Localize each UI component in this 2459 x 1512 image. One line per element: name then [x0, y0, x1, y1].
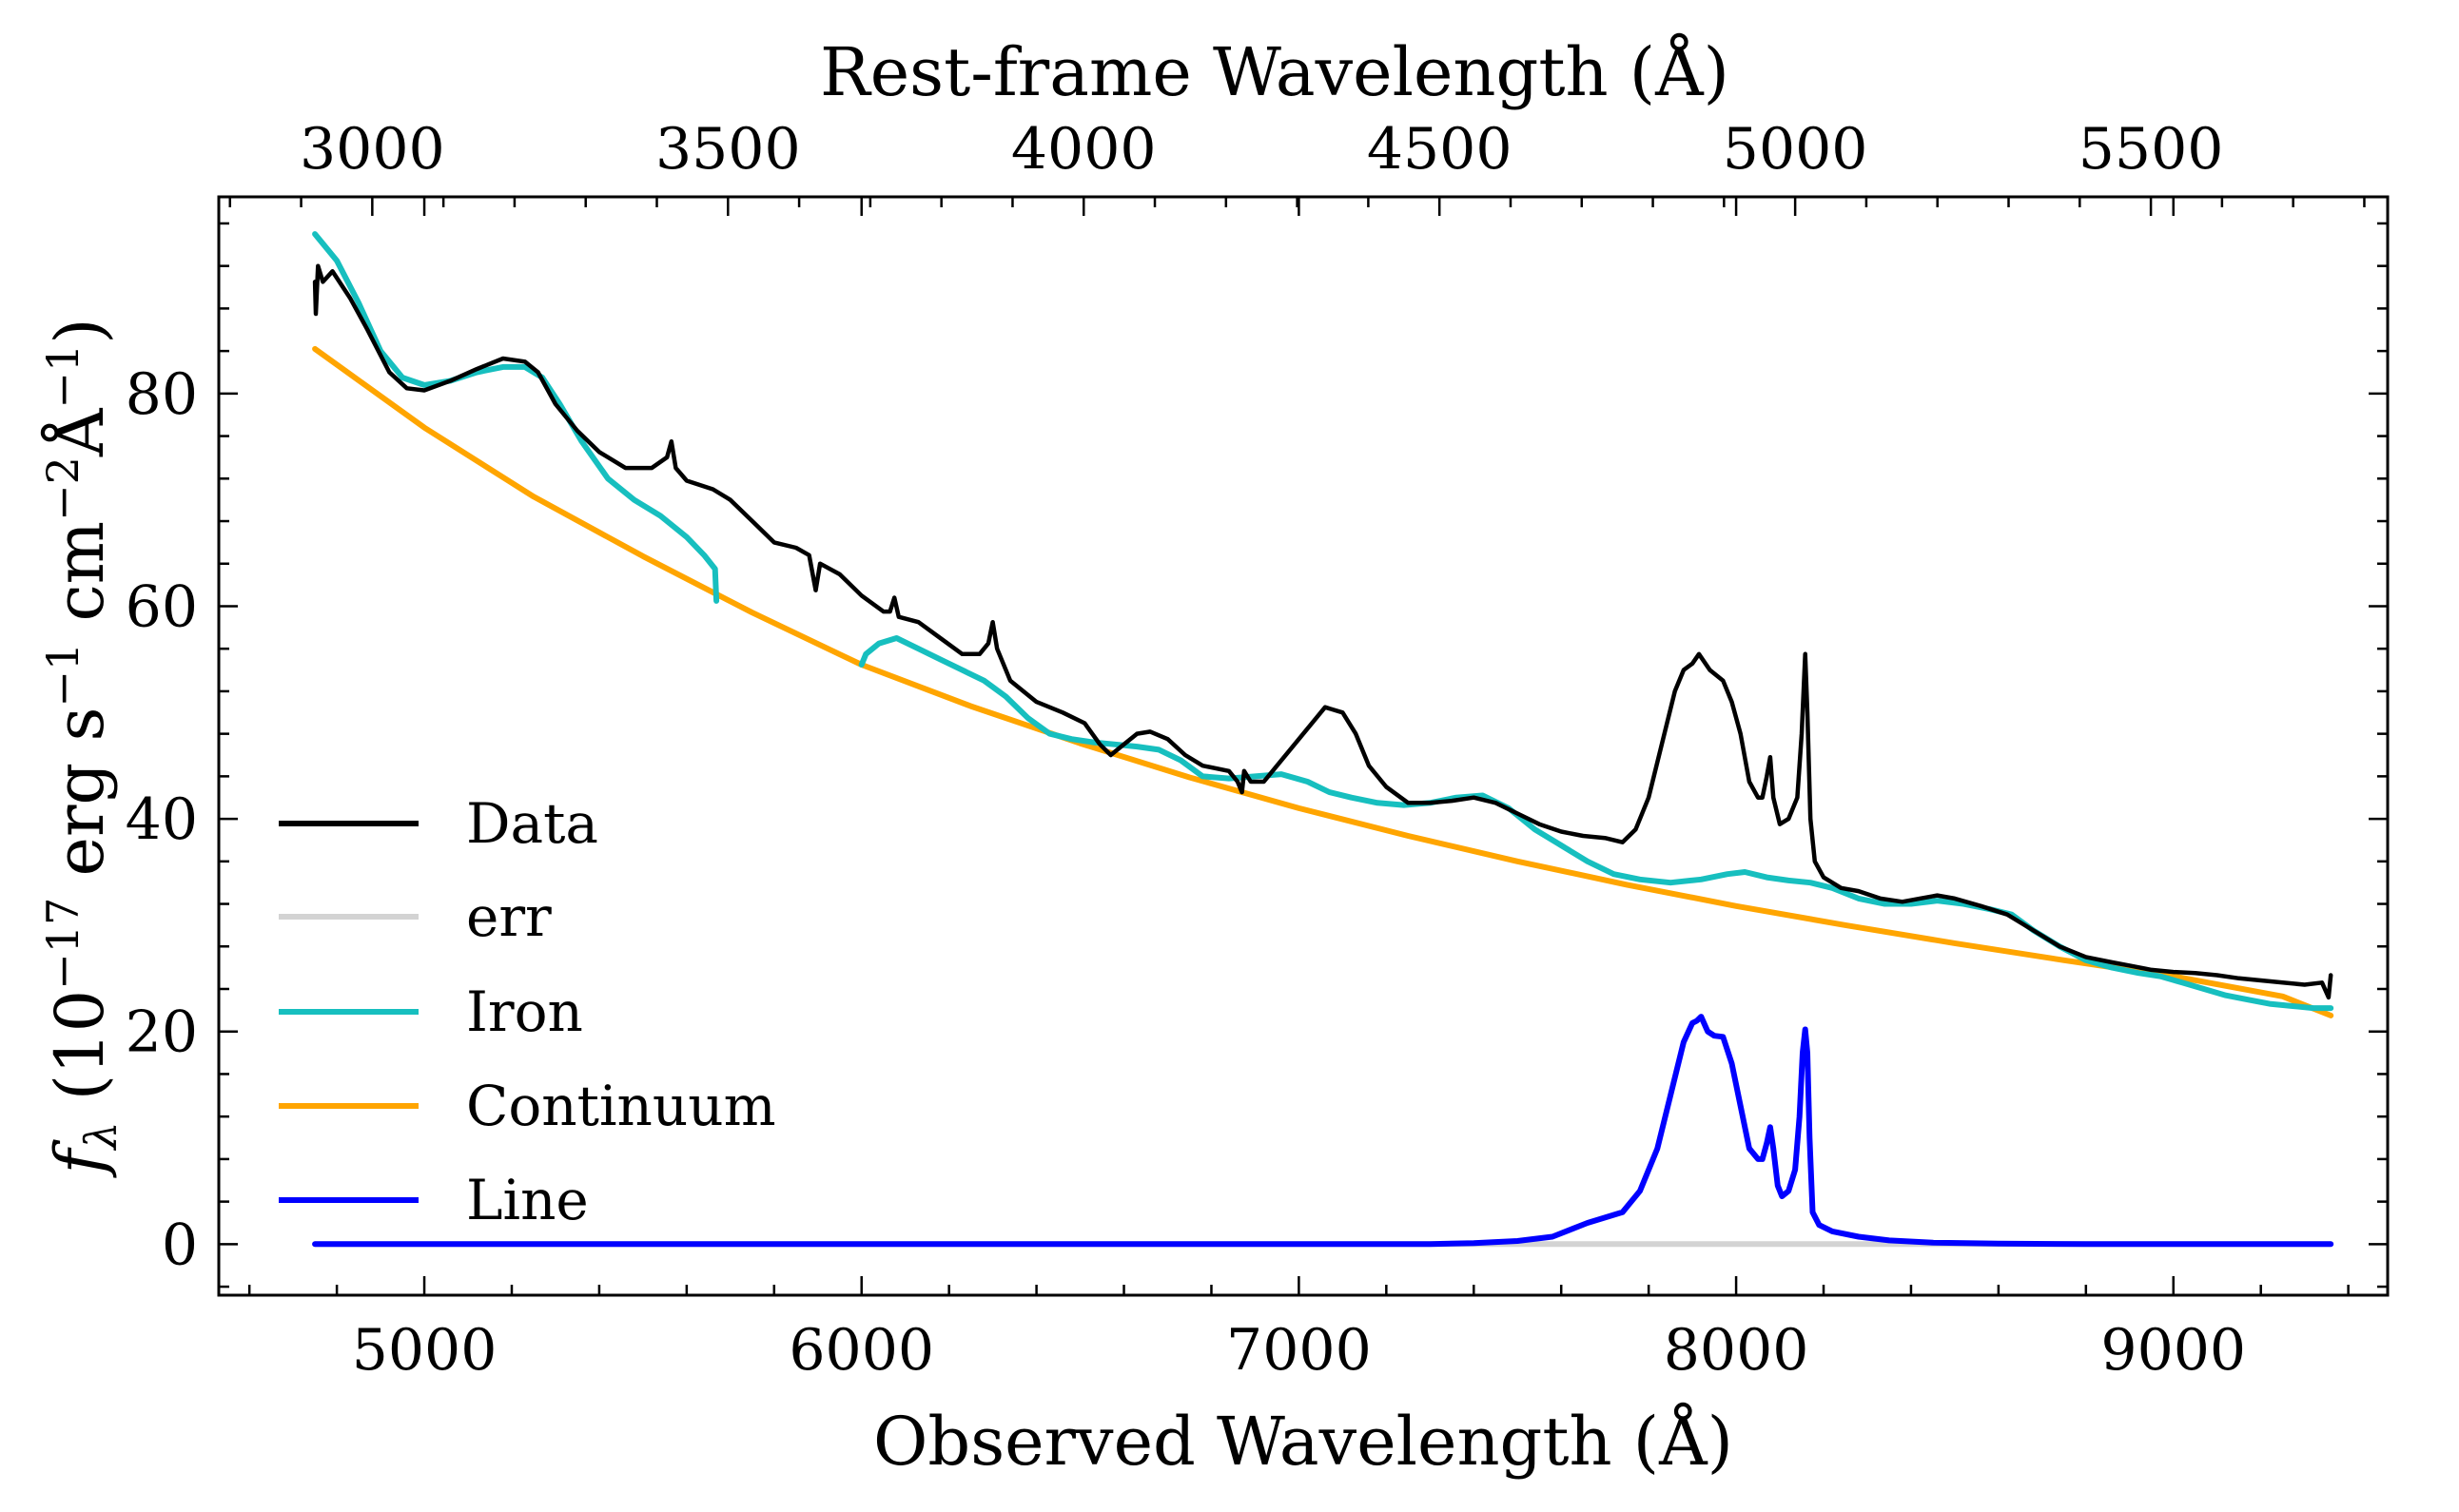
- series-layer: [312, 231, 2334, 1248]
- x2-tick-label: 5500: [2078, 116, 2224, 183]
- legend-label-continuum: Continuum: [466, 1074, 776, 1138]
- ticks-layer: [219, 197, 2388, 1295]
- legend-item-continuum: Continuum: [279, 1074, 776, 1138]
- x2-axis-title: Rest-frame Wavelength (Å): [820, 33, 1729, 111]
- y-tick-label: 20: [126, 999, 198, 1066]
- series-line-line: [312, 1014, 2334, 1248]
- x-tick-label: 6000: [789, 1317, 934, 1384]
- legend-label-err: err: [466, 884, 552, 949]
- y-tick-label: 60: [126, 573, 198, 640]
- x-tick-label: 7000: [1226, 1317, 1372, 1384]
- series-continuum-line: [312, 345, 2334, 1018]
- y-tick-label: 40: [126, 786, 198, 853]
- x2-tick-label: 3500: [655, 116, 801, 183]
- y-tick-label: 0: [162, 1212, 198, 1278]
- series-iron-line: [858, 635, 2334, 1012]
- series-data-line: [312, 263, 2333, 1000]
- tick-label-layer: 5000 6000 7000 8000 9000 3000 3500 4000 4500 5000…: [126, 116, 2246, 1384]
- series-iron-line: [312, 231, 720, 604]
- legend-item-iron: Iron: [279, 979, 583, 1044]
- x2-tick-label: 4000: [1011, 116, 1157, 183]
- legend-label-line: Line: [466, 1168, 589, 1232]
- legend-label-iron: Iron: [466, 979, 583, 1044]
- x2-tick-label: 3000: [300, 116, 445, 183]
- x-tick-label: 9000: [2100, 1317, 2246, 1384]
- x2-tick-label: 5000: [1723, 116, 1868, 183]
- legend-item-err: err: [279, 884, 552, 949]
- legend-item-line: Line: [279, 1168, 589, 1232]
- legend-label-data: Data: [466, 791, 598, 856]
- x-tick-label: 8000: [1664, 1317, 1809, 1384]
- y-tick-label: 80: [126, 361, 198, 428]
- x2-tick-label: 4500: [1367, 116, 1512, 183]
- plot-frame: [217, 195, 2390, 1297]
- legend-item-data: Data: [279, 791, 598, 856]
- x-axis-title: Observed Wavelength (Å): [873, 1403, 1733, 1481]
- y-axis-title: fλ (10−17 erg s−1 cm−2Å−1): [37, 318, 127, 1178]
- legend: Data err Iron Continuum Line: [279, 791, 776, 1232]
- x-tick-label: 5000: [352, 1317, 498, 1384]
